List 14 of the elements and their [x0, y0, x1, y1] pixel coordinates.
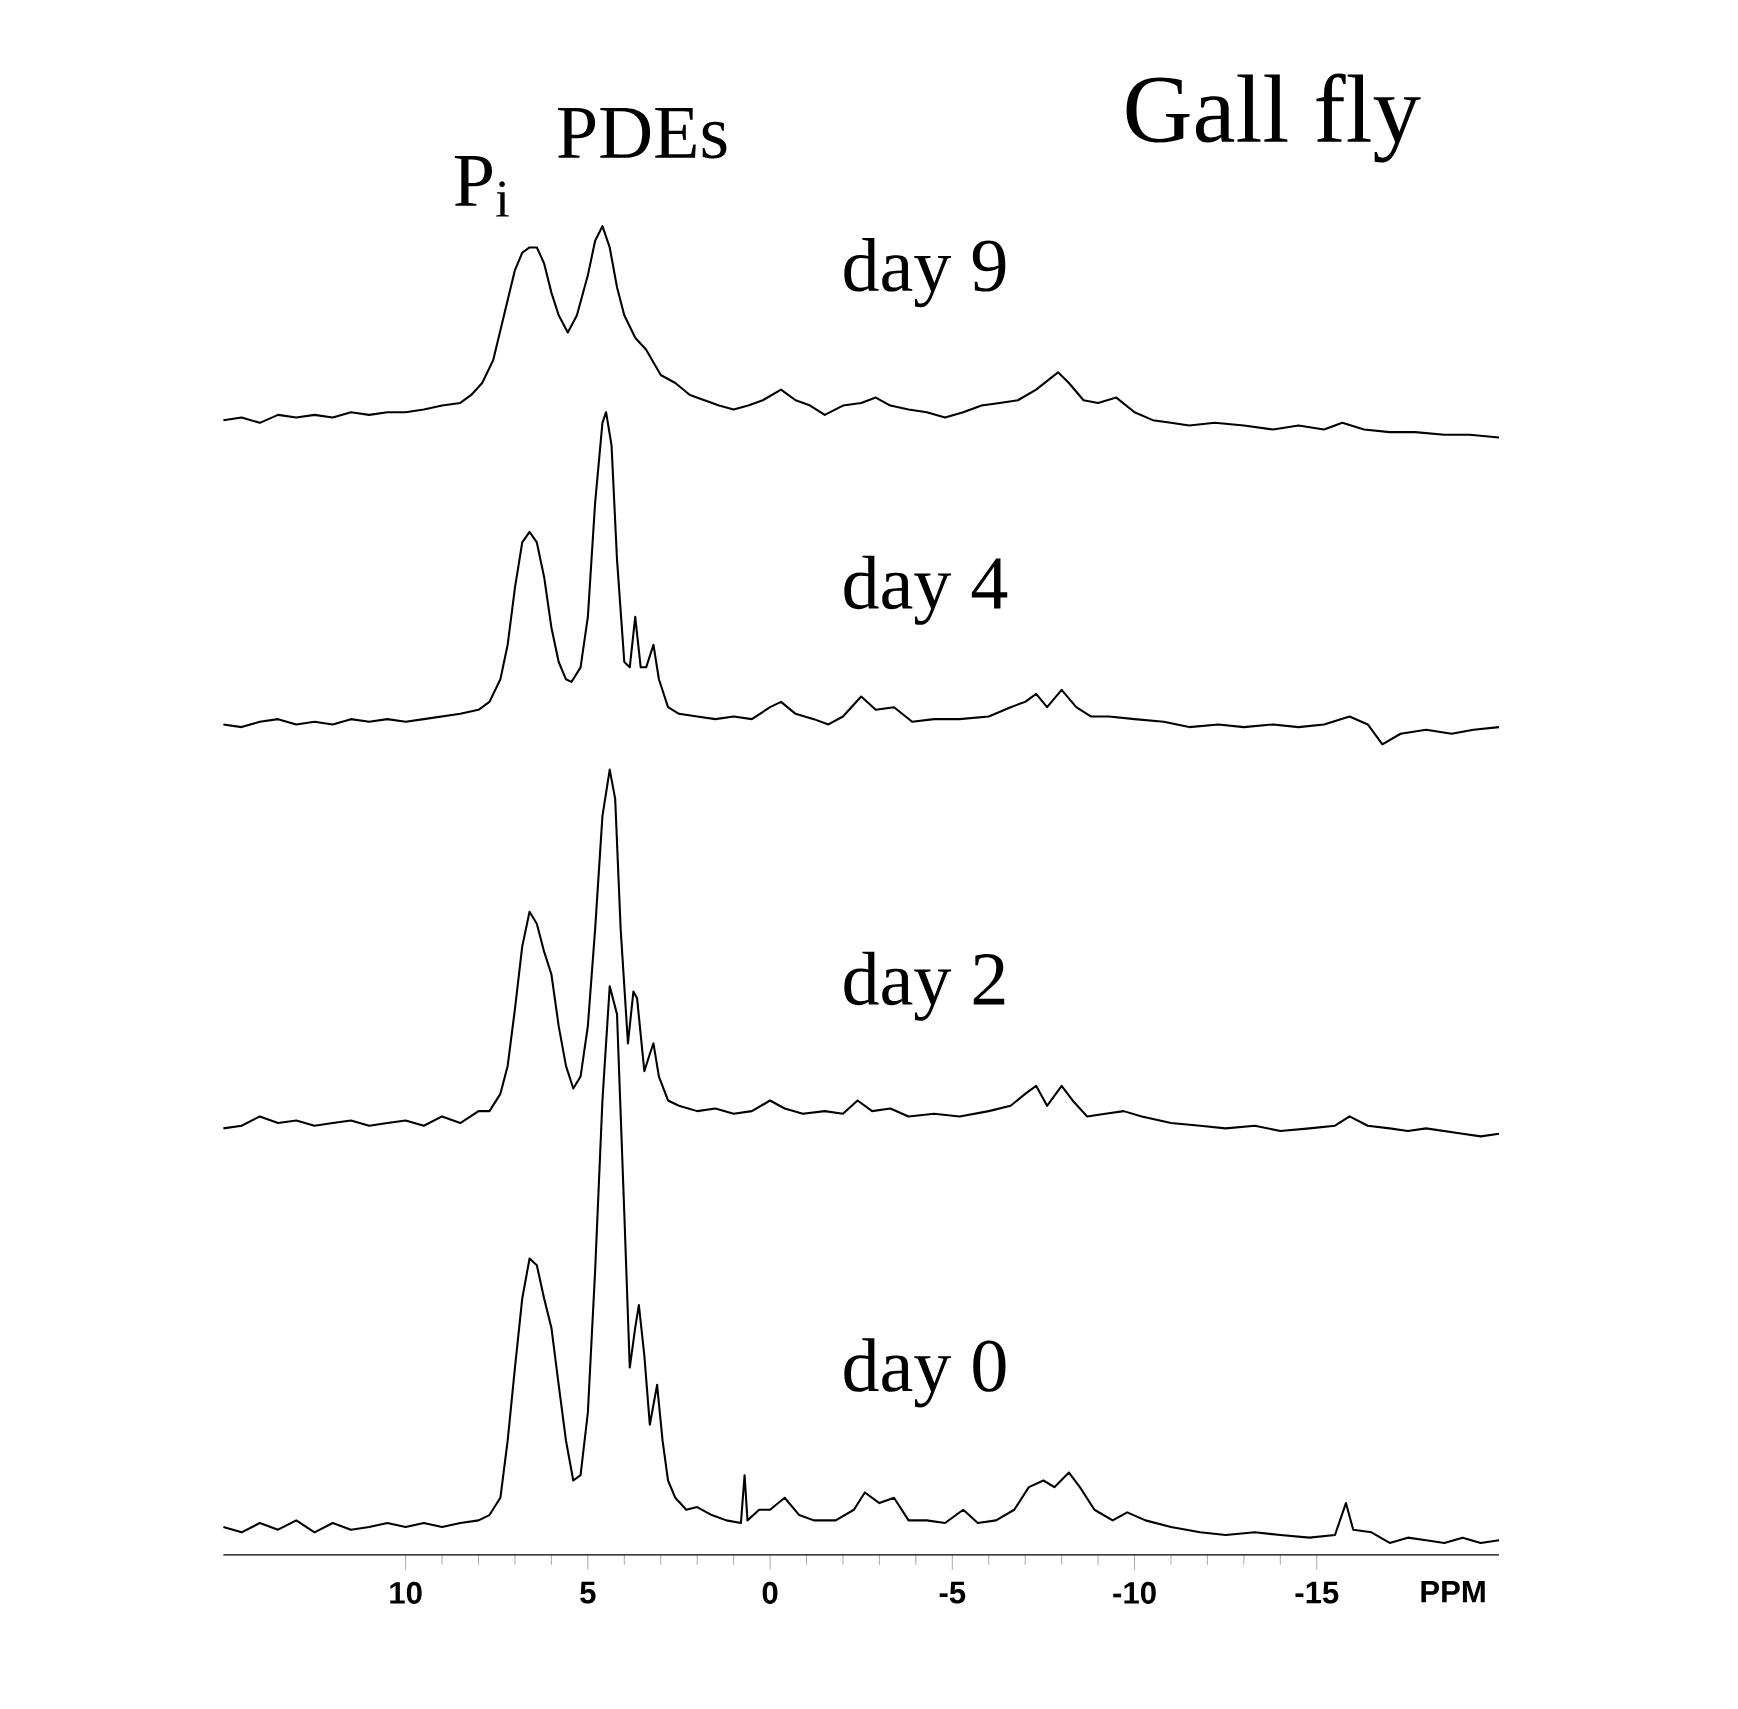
x-tick-label: -15 [1295, 1581, 1339, 1604]
x-tick-label: -5 [939, 1581, 966, 1604]
x-axis-title: PPM [1421, 1580, 1485, 1603]
x-tick-label: 0 [762, 1581, 778, 1604]
chart-title: Gall fly [1126, 73, 1421, 163]
series-label: day 4 [844, 555, 1008, 625]
series-label: day 9 [844, 237, 1006, 308]
x-tick-label: 5 [580, 1581, 596, 1604]
x-tick-label: 10 [390, 1581, 422, 1604]
series-label: day 0 [844, 1338, 1006, 1408]
series-label: day 2 [844, 951, 1005, 1021]
x-tick-label: -10 [1113, 1581, 1156, 1604]
text: PDEs [558, 107, 727, 159]
text: P$_{i}$ [454, 155, 509, 217]
